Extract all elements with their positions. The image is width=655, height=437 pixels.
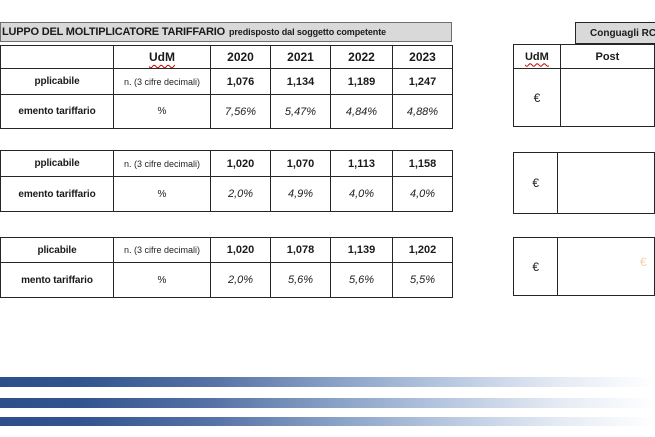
value-cell: 1,189 (330, 68, 393, 95)
page-title: LUPPO DEL MOLTIPLICATORE TARIFFARIO (2, 26, 225, 38)
udm-column-header: UdM (113, 45, 211, 69)
decorative-stripe (0, 398, 655, 408)
udm-cell: n. (3 cifre decimali) (113, 150, 211, 177)
table-row: € (512, 237, 655, 296)
udm-cell: % (113, 94, 211, 129)
table-row: emento tariffario % 2,0% 4,9% 4,0% 4,0% (0, 176, 453, 212)
table-row: plicabile n. (3 cifre decimali) 1,020 1,… (0, 237, 453, 263)
udm-label: UdM (524, 50, 549, 63)
value-cell: 1,076 (210, 68, 271, 95)
table-row: € (512, 152, 655, 214)
percent-cell: 5,5% (392, 262, 453, 298)
row-label-incremento: mento tariffario (0, 262, 114, 298)
percent-cell: 5,6% (330, 262, 393, 298)
value-cell: 1,020 (210, 237, 271, 263)
percent-cell: 4,9% (270, 176, 331, 212)
conguagli-title: Conguagli RC r (590, 27, 655, 39)
multiplier-table-1: UdM 2020 2021 2022 2023 pplicabile n. (3… (0, 45, 453, 129)
table-row: € (513, 68, 655, 127)
year-header-2023: 2023 (392, 45, 453, 69)
percent-cell: 7,56% (210, 94, 271, 129)
year-header-2020: 2020 (210, 45, 271, 69)
row-label-incremento: emento tariffario (0, 94, 114, 129)
percent-cell: 5,6% (270, 262, 331, 298)
value-cell: 1,020 (210, 150, 271, 177)
empty-value-cell (557, 152, 655, 214)
multiplier-table-3: plicabile n. (3 cifre decimali) 1,020 1,… (0, 237, 453, 298)
multiplier-table-2: pplicabile n. (3 cifre decimali) 1,020 1… (0, 150, 453, 212)
percent-cell: 4,88% (392, 94, 453, 129)
page-title-suffix: predisposto dal soggetto competente (228, 27, 386, 37)
udm-cell: n. (3 cifre decimali) (113, 237, 211, 263)
value-cell: 1,139 (330, 237, 393, 263)
table-row: UdM Post (513, 44, 655, 69)
empty-value-cell (559, 68, 655, 127)
percent-cell: 4,0% (392, 176, 453, 212)
value-cell: 1,247 (392, 68, 453, 95)
row-label-incremento: emento tariffario (0, 176, 114, 212)
percent-cell: 4,84% (330, 94, 393, 129)
value-cell: 1,113 (330, 150, 393, 177)
value-cell: 1,202 (392, 237, 453, 263)
udm-cell: % (113, 176, 211, 212)
table-row: emento tariffario % 7,56% 5,47% 4,84% 4,… (0, 94, 453, 129)
row-label-applicabile: pplicabile (0, 68, 114, 95)
udm-column-header: UdM (513, 44, 561, 69)
percent-cell: 5,47% (270, 94, 331, 129)
decorative-stripe (0, 417, 655, 426)
post-column-header: Post (559, 44, 655, 69)
empty-value-cell (557, 237, 655, 296)
header-spacer (0, 45, 114, 69)
row-label-applicabile: pplicabile (0, 150, 114, 177)
year-header-2022: 2022 (330, 45, 393, 69)
conguagli-table-2: € (512, 152, 655, 214)
udm-label: UdM (149, 50, 175, 64)
table-row: pplicabile n. (3 cifre decimali) 1,076 1… (0, 68, 453, 95)
udm-cell: n. (3 cifre decimali) (113, 68, 211, 95)
table-row: pplicabile n. (3 cifre decimali) 1,020 1… (0, 150, 453, 177)
conguagli-table-3: € (512, 237, 655, 296)
percent-cell: 2,0% (210, 176, 271, 212)
currency-cell: € (512, 237, 559, 296)
decorative-stripe (0, 377, 655, 387)
table-row: mento tariffario % 2,0% 5,6% 5,6% 5,5% (0, 262, 453, 298)
value-cell: 1,158 (392, 150, 453, 177)
currency-cell: € (513, 68, 561, 127)
title-bar: LUPPO DEL MOLTIPLICATORE TARIFFARIO pred… (0, 22, 452, 42)
row-label-applicabile: plicabile (0, 237, 114, 263)
conguagli-table-1: UdM Post € (513, 44, 655, 127)
faint-euro-glyph: € (640, 255, 647, 269)
percent-cell: 2,0% (210, 262, 271, 298)
year-header-2021: 2021 (270, 45, 331, 69)
value-cell: 1,078 (270, 237, 331, 263)
udm-cell: % (113, 262, 211, 298)
value-cell: 1,070 (270, 150, 331, 177)
conguagli-header-bar: Conguagli RC r (575, 22, 655, 44)
percent-cell: 4,0% (330, 176, 393, 212)
value-cell: 1,134 (270, 68, 331, 95)
currency-cell: € (512, 152, 559, 214)
